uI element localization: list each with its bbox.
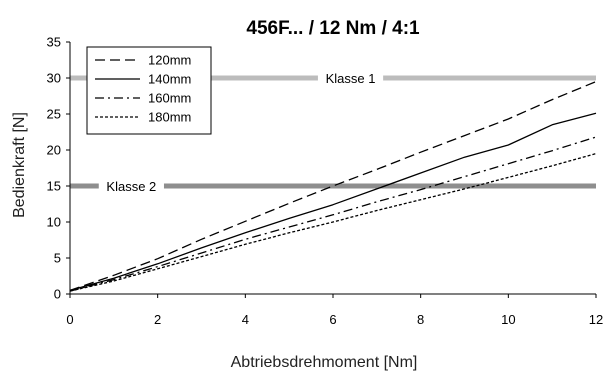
chart-title: 456F... / 12 Nm / 4:1: [246, 18, 420, 39]
x-tick-label: 10: [501, 312, 515, 327]
x-tick-label: 6: [329, 312, 336, 327]
y-tick-label: 15: [47, 179, 61, 194]
x-tick-label: 0: [66, 312, 73, 327]
legend-label-180mm: 180mm: [148, 110, 191, 125]
legend-label-160mm: 160mm: [148, 91, 191, 106]
y-tick-label: 20: [47, 143, 61, 158]
x-tick-label: 8: [417, 312, 424, 327]
axes: 0 5 10 15 20 25 30 35 0 2 4 6 8 10 12: [47, 35, 604, 328]
x-axis-title: Abtriebsdrehmoment [Nm]: [231, 354, 418, 371]
reference-label-background: [98, 180, 164, 192]
y-tick-label: 0: [54, 287, 61, 302]
series-line-180mm: [69, 152, 597, 292]
reference-label-background: [317, 72, 384, 84]
reference-line-label: Klasse 2: [106, 179, 156, 194]
x-tick-label: 2: [154, 312, 161, 327]
y-tick-label: 35: [47, 35, 61, 50]
legend-label-120mm: 120mm: [148, 53, 191, 68]
x-tick-label: 12: [589, 312, 603, 327]
y-tick-label: 25: [47, 107, 61, 122]
y-axis-title: Bedienkraft [N]: [11, 112, 28, 218]
y-tick-label: 10: [47, 215, 61, 230]
data-series: [69, 80, 597, 292]
series-line-140mm: [69, 112, 597, 292]
legend-label-140mm: 140mm: [148, 72, 191, 87]
x-tick-label: 4: [242, 312, 249, 327]
reference-line-label: Klasse 1: [326, 71, 376, 86]
y-tick-label: 5: [54, 251, 61, 266]
y-tick-label: 30: [47, 71, 61, 86]
series-line-120mm: [69, 80, 597, 292]
legend: 120mm 140mm 160mm 180mm: [86, 46, 212, 135]
legend-box: [86, 46, 212, 135]
series-line-160mm: [69, 136, 597, 292]
